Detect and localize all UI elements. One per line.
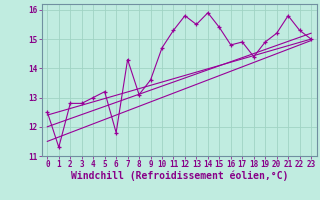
X-axis label: Windchill (Refroidissement éolien,°C): Windchill (Refroidissement éolien,°C) — [70, 171, 288, 181]
